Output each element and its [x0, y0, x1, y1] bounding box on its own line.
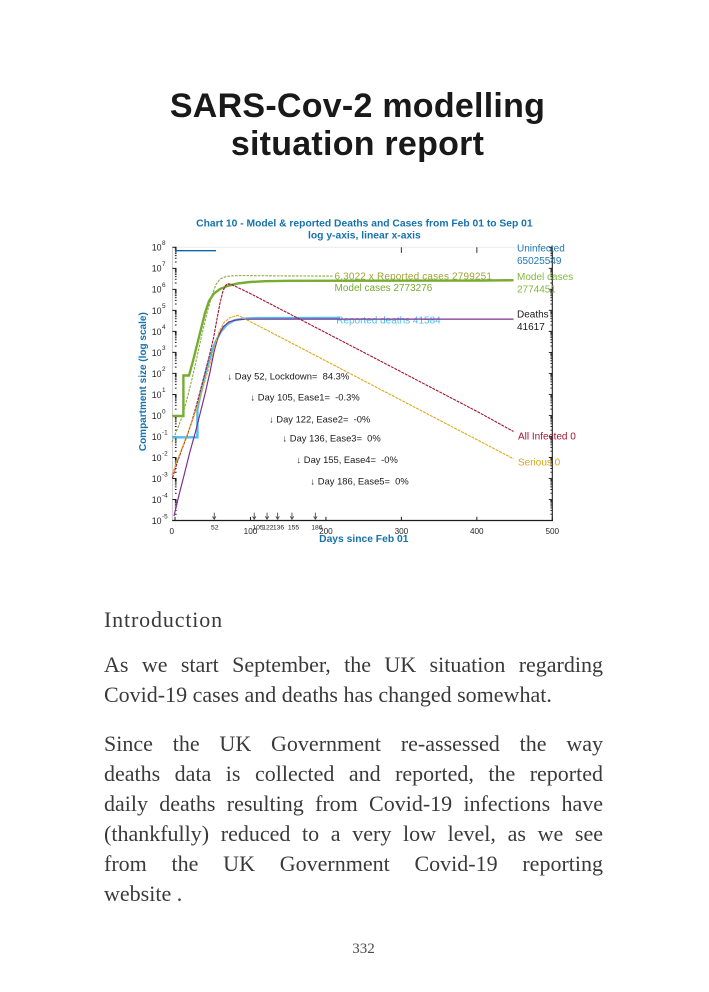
svg-text:10: 10	[152, 432, 162, 442]
svg-text:300: 300	[395, 527, 409, 536]
svg-text:-4: -4	[162, 492, 168, 499]
svg-text:↓ Day 52, Lockdown= 84.3%: ↓ Day 52, Lockdown= 84.3%	[228, 370, 350, 381]
svg-text:122: 122	[262, 524, 274, 531]
svg-text:186: 186	[311, 524, 323, 531]
svg-text:400: 400	[470, 527, 484, 536]
svg-text:10: 10	[152, 369, 162, 379]
svg-text:Model cases 2773276: Model cases 2773276	[335, 283, 433, 294]
svg-text:0: 0	[170, 527, 175, 536]
svg-text:Days since Feb 01: Days since Feb 01	[319, 534, 409, 545]
svg-text:Compartment size (log scale): Compartment size (log scale)	[138, 312, 149, 451]
svg-text:Serious 0: Serious 0	[518, 458, 561, 469]
svg-text:52: 52	[211, 524, 219, 531]
svg-text:↓ Day 136, Ease3= 0%: ↓ Day 136, Ease3= 0%	[283, 432, 381, 443]
svg-text:10: 10	[152, 390, 162, 400]
svg-text:155: 155	[288, 524, 300, 531]
svg-text:1: 1	[162, 387, 166, 394]
svg-text:41617: 41617	[517, 322, 545, 333]
svg-text:10: 10	[152, 453, 162, 463]
svg-text:Chart 10 - Model & reported De: Chart 10 - Model & reported Deaths and C…	[196, 218, 533, 229]
svg-text:Uninfected: Uninfected	[517, 243, 565, 254]
svg-text:8: 8	[162, 240, 166, 247]
svg-text:Model cases: Model cases	[517, 272, 573, 283]
svg-text:2: 2	[162, 366, 166, 373]
svg-text:10: 10	[152, 243, 162, 253]
svg-text:3: 3	[162, 345, 166, 352]
svg-text:↓ Day 155, Ease4= -0%: ↓ Day 155, Ease4= -0%	[297, 454, 398, 465]
svg-text:-1: -1	[162, 429, 168, 436]
svg-text:log y-axis, linear x-axis: log y-axis, linear x-axis	[308, 230, 421, 241]
svg-text:10: 10	[152, 306, 162, 316]
svg-text:100: 100	[244, 527, 258, 536]
svg-text:10: 10	[152, 516, 162, 526]
svg-text:5: 5	[162, 303, 166, 310]
svg-text:-3: -3	[162, 471, 168, 478]
svg-text:10: 10	[152, 348, 162, 358]
svg-text:-2: -2	[162, 450, 168, 457]
svg-text:10: 10	[152, 285, 162, 295]
svg-text:6: 6	[162, 282, 166, 289]
svg-text:All Infected 0: All Infected 0	[518, 432, 576, 443]
svg-text:-5: -5	[162, 513, 168, 520]
svg-text:500: 500	[545, 527, 559, 536]
svg-text:↓ Day 105, Ease1= -0.3%: ↓ Day 105, Ease1= -0.3%	[251, 392, 360, 403]
svg-text:10: 10	[152, 264, 162, 274]
svg-text:4: 4	[162, 324, 166, 331]
svg-text:200: 200	[319, 527, 333, 536]
svg-text:2774451: 2774451	[517, 285, 556, 296]
svg-text:65025549: 65025549	[517, 256, 562, 267]
svg-text:10: 10	[152, 411, 162, 421]
svg-text:Reported deaths 41584: Reported deaths 41584	[336, 315, 441, 326]
svg-text:↓ Day 186, Ease5= 0%: ↓ Day 186, Ease5= 0%	[311, 476, 409, 487]
svg-text:0: 0	[162, 408, 166, 415]
svg-text:10: 10	[152, 327, 162, 337]
svg-text:↓ Day 122, Ease2= -0%: ↓ Day 122, Ease2= -0%	[269, 414, 370, 425]
svg-text:7: 7	[162, 261, 166, 268]
svg-text:10: 10	[152, 495, 162, 505]
svg-text:10: 10	[152, 474, 162, 484]
svg-text:6.3022 x Reported cases 279925: 6.3022 x Reported cases 2799251	[335, 272, 493, 283]
svg-text:Deaths: Deaths	[517, 310, 549, 321]
svg-text:105: 105	[252, 524, 264, 531]
svg-text:136: 136	[273, 524, 285, 531]
